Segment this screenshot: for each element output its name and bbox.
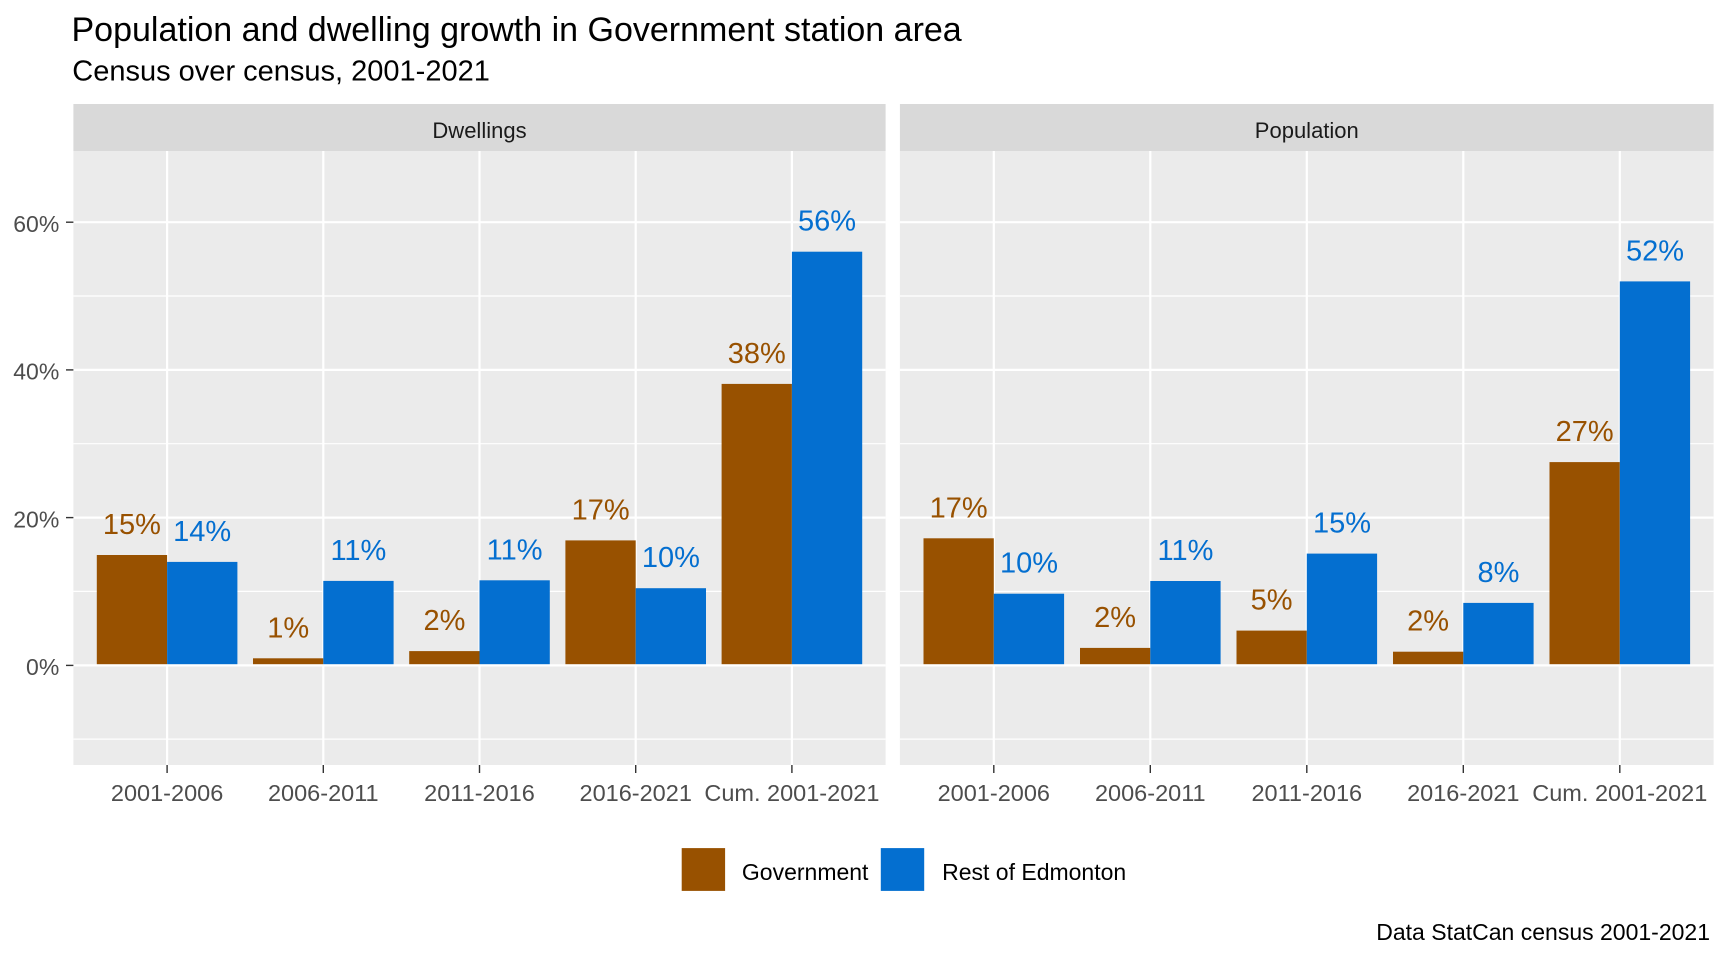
svg-text:Population and dwelling growth: Population and dwelling growth in Govern… [72, 11, 962, 49]
svg-text:11%: 11% [330, 535, 386, 567]
svg-text:38%: 38% [728, 338, 786, 370]
svg-text:2016-2021: 2016-2021 [580, 780, 692, 806]
svg-text:2016-2021: 2016-2021 [1407, 780, 1519, 806]
svg-text:2%: 2% [1407, 606, 1449, 638]
svg-text:60%: 60% [13, 211, 59, 237]
svg-text:Population: Population [1255, 118, 1359, 143]
svg-text:2001-2006: 2001-2006 [111, 780, 223, 806]
svg-text:2%: 2% [1094, 602, 1136, 634]
svg-text:15%: 15% [103, 509, 161, 541]
svg-text:20%: 20% [13, 506, 59, 532]
svg-text:17%: 17% [572, 494, 630, 526]
svg-text:Census over census, 2001-2021: Census over census, 2001-2021 [72, 55, 490, 87]
svg-text:40%: 40% [13, 359, 59, 385]
svg-text:2006-2011: 2006-2011 [268, 780, 379, 806]
svg-text:Data StatCan census 2001-2021: Data StatCan census 2001-2021 [1376, 919, 1710, 945]
svg-text:52%: 52% [1626, 235, 1684, 267]
svg-text:0%: 0% [26, 654, 59, 680]
svg-text:2%: 2% [423, 605, 465, 637]
svg-text:2011-2016: 2011-2016 [1251, 780, 1362, 806]
svg-text:2011-2016: 2011-2016 [424, 780, 535, 806]
svg-text:8%: 8% [1478, 557, 1520, 589]
svg-text:Government: Government [742, 859, 869, 885]
svg-text:Rest of Edmonton: Rest of Edmonton [942, 859, 1126, 885]
svg-text:Cum. 2001-2021: Cum. 2001-2021 [704, 780, 879, 806]
svg-text:17%: 17% [930, 492, 988, 524]
svg-text:Dwellings: Dwellings [432, 118, 526, 143]
svg-text:5%: 5% [1251, 585, 1293, 617]
svg-text:10%: 10% [642, 542, 700, 574]
svg-text:11%: 11% [487, 534, 543, 566]
svg-text:10%: 10% [1000, 548, 1058, 580]
svg-text:2006-2011: 2006-2011 [1095, 780, 1206, 806]
svg-text:Cum. 2001-2021: Cum. 2001-2021 [1532, 780, 1707, 806]
svg-text:2001-2006: 2001-2006 [938, 780, 1050, 806]
svg-text:11%: 11% [1158, 535, 1214, 567]
svg-text:27%: 27% [1556, 416, 1614, 448]
svg-text:15%: 15% [1313, 508, 1371, 540]
svg-text:14%: 14% [173, 516, 231, 548]
svg-text:56%: 56% [798, 206, 856, 238]
svg-text:1%: 1% [267, 612, 309, 644]
